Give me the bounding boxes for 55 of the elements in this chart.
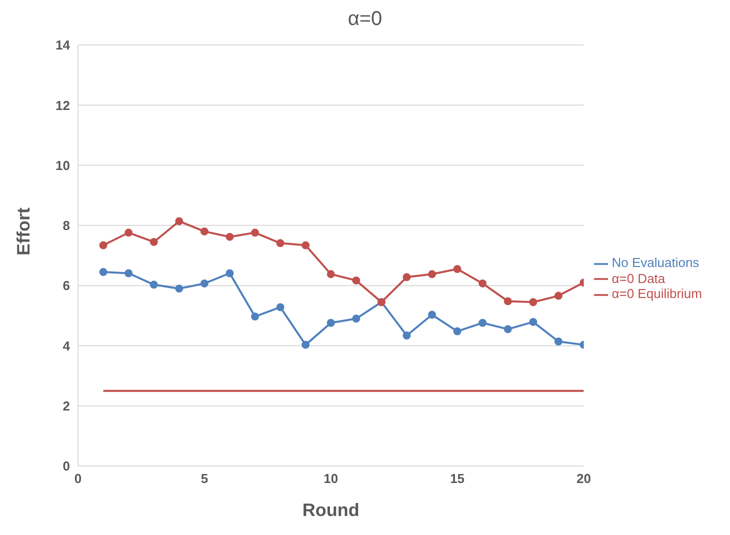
point (529, 318, 538, 326)
x-tick-label: 10 (324, 471, 338, 486)
point (99, 268, 108, 276)
point (504, 297, 512, 306)
chart-title: α=0 (346, 8, 384, 31)
point (175, 284, 184, 293)
x-axis-title: Round (302, 500, 360, 520)
x-tick-label: 20 (576, 471, 591, 486)
point (326, 270, 335, 278)
y-tick-label: 14 (56, 38, 71, 53)
point (200, 279, 208, 288)
legend-label: α=0 Equilibrium (612, 286, 702, 302)
point (402, 331, 411, 340)
legend-label: α=0 Data (612, 270, 666, 286)
legend-label: No Evaluations (612, 255, 700, 270)
point (276, 303, 284, 312)
point (200, 227, 208, 236)
point (402, 273, 411, 282)
point (428, 310, 436, 319)
y-tick-label: 6 (62, 278, 70, 294)
x-tick-label: 0 (74, 471, 82, 486)
point (150, 280, 158, 289)
point (226, 269, 234, 278)
point (251, 312, 260, 321)
x-tick-label: 5 (200, 471, 208, 486)
point (175, 217, 184, 226)
point (99, 241, 108, 250)
point (554, 338, 562, 346)
y-tick-label: 12 (56, 98, 70, 113)
point (124, 269, 133, 278)
point (478, 318, 487, 327)
point (352, 314, 360, 323)
point (302, 241, 310, 250)
point (453, 265, 462, 274)
y-tick-label: 2 (62, 398, 70, 414)
point (226, 232, 234, 241)
y-tick-label: 0 (62, 458, 70, 474)
point (504, 325, 512, 334)
point (251, 228, 260, 237)
y-axis-title: Effort (13, 208, 34, 256)
y-tick-label: 10 (56, 158, 70, 173)
y-tick-label: 4 (62, 338, 71, 354)
point (554, 292, 562, 300)
point (453, 327, 462, 336)
y-tick-label: 8 (62, 218, 70, 234)
point (352, 276, 360, 284)
point (150, 238, 158, 246)
point (302, 340, 310, 349)
point (124, 228, 133, 237)
point (276, 239, 284, 248)
x-tick-label: 15 (450, 471, 465, 486)
point (529, 298, 538, 306)
point (428, 270, 436, 278)
point (326, 318, 335, 327)
point (478, 279, 487, 288)
